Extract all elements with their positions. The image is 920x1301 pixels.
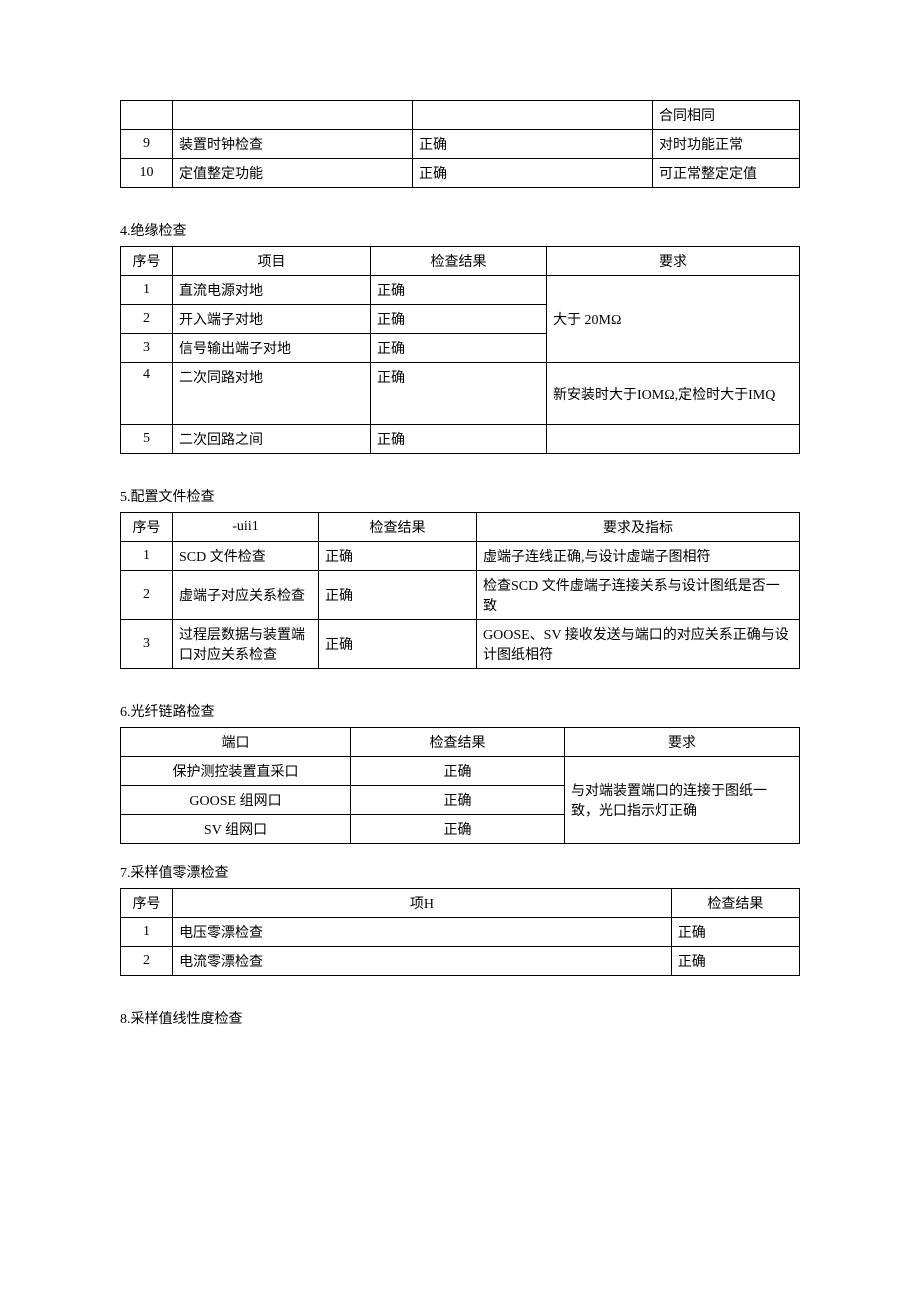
cell-result: 正确 — [351, 757, 565, 786]
cell-req-merged: 与对端装置端口的连接于图纸一致，光口指示灯正确 — [565, 757, 800, 844]
cell-req: GOOSE、SV 接收发送与端口的对应关系正确与设计图纸相符 — [477, 620, 800, 669]
cell-result: 正确 — [351, 815, 565, 844]
cell-result: 正确 — [371, 305, 547, 334]
cell-seq: 1 — [121, 276, 173, 305]
cell-item: 过程层数据与装置端口对应关系检查 — [173, 620, 319, 669]
table-row: 9 装置时钟检查 正确 对时功能正常 — [121, 130, 800, 159]
header-result: 检查结果 — [371, 247, 547, 276]
cell-result: 正确 — [671, 918, 799, 947]
cell-item: 装置时钟检查 — [173, 130, 413, 159]
cell-item: 开入端子对地 — [173, 305, 371, 334]
table-row: 5 二次回路之间 正确 — [121, 425, 800, 454]
cell-req: 可正常整定定值 — [653, 159, 800, 188]
cell-req: 检查SCD 文件虚端子连接关系与设计图纸是否一致 — [477, 571, 800, 620]
cell-result: 正确 — [671, 947, 799, 976]
table-row: 1 电压零漂检查 正确 — [121, 918, 800, 947]
cell-seq: 2 — [121, 947, 173, 976]
header-req: 要求 — [547, 247, 800, 276]
cell-item: 电流零漂检查 — [173, 947, 672, 976]
cell-req — [547, 425, 800, 454]
cell-result: 正确 — [371, 276, 547, 305]
cell-result: 正确 — [319, 542, 477, 571]
cell-seq: 2 — [121, 305, 173, 334]
header-item: 项H — [173, 889, 672, 918]
cell-seq: 5 — [121, 425, 173, 454]
cell-req: 对时功能正常 — [653, 130, 800, 159]
cell-seq: 10 — [121, 159, 173, 188]
header-seq: 序号 — [121, 247, 173, 276]
table-row: 合同相同 — [121, 101, 800, 130]
cell-item: 定值整定功能 — [173, 159, 413, 188]
table-row: 3 过程层数据与装置端口对应关系检查 正确 GOOSE、SV 接收发送与端口的对… — [121, 620, 800, 669]
cell-port: SV 组网口 — [121, 815, 351, 844]
cell-result: 正确 — [319, 620, 477, 669]
section-4-title: 4.绝缘检查 — [120, 220, 800, 240]
cell-seq: 1 — [121, 918, 173, 947]
cell-req: 合同相同 — [653, 101, 800, 130]
table-header-row: 序号 -uii1 检查结果 要求及指标 — [121, 513, 800, 542]
section-6-title: 6.光纤链路检查 — [120, 701, 800, 721]
table-continuation: 合同相同 9 装置时钟检查 正确 对时功能正常 10 定值整定功能 正确 可正常… — [120, 100, 800, 188]
cell-item: SCD 文件检查 — [173, 542, 319, 571]
cell-seq — [121, 101, 173, 130]
header-item: 项目 — [173, 247, 371, 276]
cell-item — [173, 101, 413, 130]
cell-seq: 3 — [121, 620, 173, 669]
table-fiber: 端口 检查结果 要求 保护测控装置直采口 正确 与对端装置端口的连接于图纸一致，… — [120, 727, 800, 844]
cell-item: 信号输出端子对地 — [173, 334, 371, 363]
table-zero-drift: 序号 项H 检查结果 1 电压零漂检查 正确 2 电流零漂检查 正确 — [120, 888, 800, 976]
cell-seq: 2 — [121, 571, 173, 620]
header-req: 要求及指标 — [477, 513, 800, 542]
cell-result: 正确 — [371, 425, 547, 454]
cell-item: 二次回路之间 — [173, 425, 371, 454]
cell-result: 正确 — [413, 130, 653, 159]
cell-seq: 4 — [121, 363, 173, 425]
cell-seq: 9 — [121, 130, 173, 159]
table-header-row: 端口 检查结果 要求 — [121, 728, 800, 757]
table-config: 序号 -uii1 检查结果 要求及指标 1 SCD 文件检查 正确 虚端子连线正… — [120, 512, 800, 669]
cell-result: 正确 — [371, 363, 547, 425]
table-row: 保护测控装置直采口 正确 与对端装置端口的连接于图纸一致，光口指示灯正确 — [121, 757, 800, 786]
section-7-title: 7.采样值零漂检查 — [120, 862, 800, 882]
section-5-title: 5.配置文件检查 — [120, 486, 800, 506]
cell-item: 直流电源对地 — [173, 276, 371, 305]
cell-item: 二次同路对地 — [173, 363, 371, 425]
cell-req: 虚端子连线正确,与设计虚端子图相符 — [477, 542, 800, 571]
cell-seq: 3 — [121, 334, 173, 363]
header-item: -uii1 — [173, 513, 319, 542]
table-row: 4 二次同路对地 正确 新安装时大于IOMΩ,定检时大于IMQ — [121, 363, 800, 425]
cell-item: 电压零漂检查 — [173, 918, 672, 947]
header-port: 端口 — [121, 728, 351, 757]
cell-port: 保护测控装置直采口 — [121, 757, 351, 786]
cell-req: 新安装时大于IOMΩ,定检时大于IMQ — [547, 363, 800, 425]
header-result: 检查结果 — [351, 728, 565, 757]
table-insulation: 序号 项目 检查结果 要求 1 直流电源对地 正确 大于 20MΩ 2 开入端子… — [120, 246, 800, 454]
table-row: 1 SCD 文件检查 正确 虚端子连线正确,与设计虚端子图相符 — [121, 542, 800, 571]
cell-result: 正确 — [371, 334, 547, 363]
header-req: 要求 — [565, 728, 800, 757]
header-result: 检查结果 — [319, 513, 477, 542]
table-header-row: 序号 项目 检查结果 要求 — [121, 247, 800, 276]
table-row: 10 定值整定功能 正确 可正常整定定值 — [121, 159, 800, 188]
cell-seq: 1 — [121, 542, 173, 571]
header-seq: 序号 — [121, 513, 173, 542]
table-row: 2 虚端子对应关系检查 正确 检查SCD 文件虚端子连接关系与设计图纸是否一致 — [121, 571, 800, 620]
cell-result: 正确 — [413, 159, 653, 188]
cell-req-merged: 大于 20MΩ — [547, 276, 800, 363]
cell-port: GOOSE 组网口 — [121, 786, 351, 815]
table-header-row: 序号 项H 检查结果 — [121, 889, 800, 918]
table-row: 2 电流零漂检查 正确 — [121, 947, 800, 976]
header-seq: 序号 — [121, 889, 173, 918]
cell-item: 虚端子对应关系检查 — [173, 571, 319, 620]
cell-result: 正确 — [351, 786, 565, 815]
header-result: 检查结果 — [671, 889, 799, 918]
section-8-title: 8.采样值线性度检查 — [120, 1008, 800, 1028]
cell-result: 正确 — [319, 571, 477, 620]
table-row: 1 直流电源对地 正确 大于 20MΩ — [121, 276, 800, 305]
cell-result — [413, 101, 653, 130]
